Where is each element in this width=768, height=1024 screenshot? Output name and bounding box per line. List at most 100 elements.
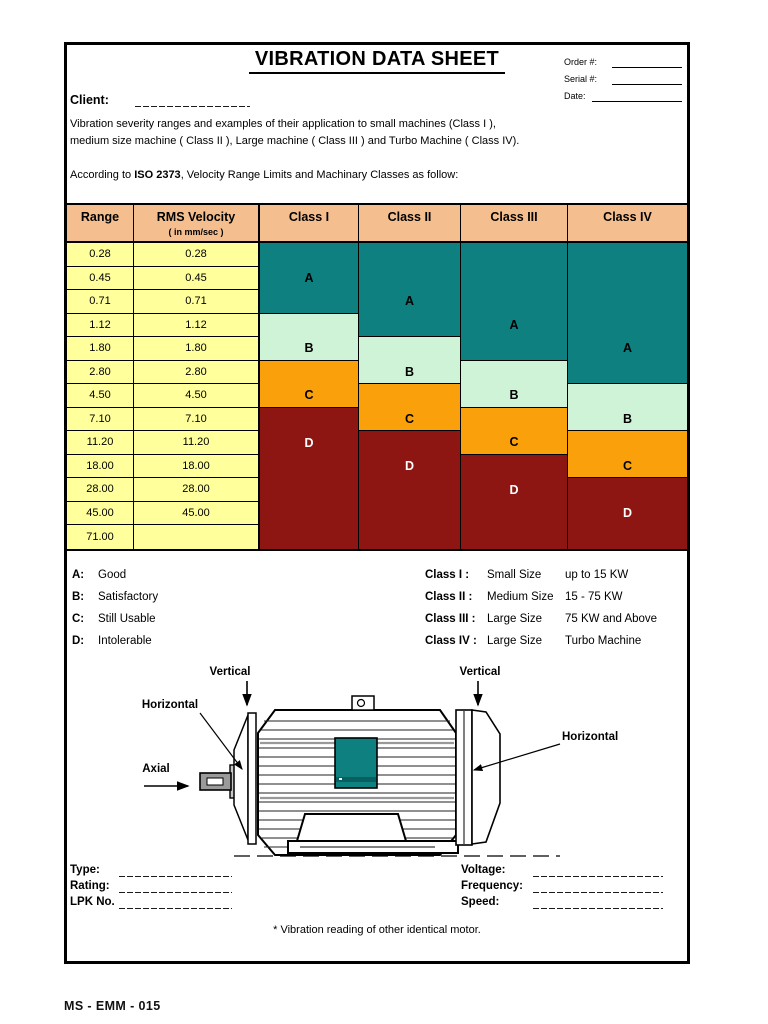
- zone-b-class-3: B: [461, 360, 568, 408]
- zone-c-class-4: C: [568, 431, 687, 478]
- zone-c-class-3: C: [461, 407, 568, 455]
- document-code: MS - EMM - 015: [64, 999, 161, 1013]
- speed-field[interactable]: [533, 897, 663, 909]
- zone-grade-label: C: [304, 388, 314, 402]
- range-cell: 0.71: [67, 290, 134, 314]
- speed-label: Speed:: [461, 896, 500, 908]
- class-legend-row-3: Class III : Large Size 75 KW and Above: [425, 613, 657, 635]
- motor-diagram: Vertical Horizontal Axial Vertical Horiz…: [130, 651, 660, 863]
- grade-key: A:: [72, 569, 85, 581]
- lpk-row: LPK No.: [70, 893, 232, 909]
- class-power: 15 - 75 KW: [565, 591, 623, 603]
- zone-grade-label: B: [404, 364, 415, 379]
- rms-cell: 0.71: [134, 290, 260, 314]
- rms-cell: 1.12: [134, 313, 260, 337]
- class-column-header-3: Class III: [461, 205, 568, 243]
- serial-label: Serial #:: [564, 74, 598, 84]
- type-label: Type:: [70, 864, 100, 876]
- zone-b-class-2: B: [359, 337, 461, 384]
- drive-end-flange: [233, 714, 249, 841]
- shaft-keyway: [206, 777, 224, 786]
- range-cell: 0.45: [67, 266, 134, 290]
- legend-row-b: B: Satisfactory: [72, 591, 158, 613]
- right-horizontal-arrow: [472, 743, 561, 772]
- grade-key: B:: [72, 591, 85, 603]
- zone-grade-label: B: [509, 388, 519, 402]
- voltage-row: Voltage:: [461, 861, 663, 877]
- zone-grade-label: D: [622, 506, 633, 521]
- zone-grade-label: A: [304, 270, 314, 285]
- voltage-label: Voltage:: [461, 864, 506, 876]
- rms-header-text: RMS Velocity: [156, 210, 236, 224]
- zone-a-class-1: A: [260, 243, 359, 314]
- document-page: VIBRATION DATA SHEET Order #: Serial #: …: [64, 42, 690, 964]
- iso-suffix: , Velocity Range Limits and Machinary Cl…: [180, 169, 459, 181]
- zone-b-class-4: B: [568, 384, 687, 431]
- grade-text: Intolerable: [98, 635, 152, 647]
- rms-velocity-column-header: RMS Velocity ( in mm/sec ): [134, 205, 260, 243]
- lpk-no-field[interactable]: [119, 897, 232, 909]
- class-label: Class III :: [425, 613, 476, 625]
- rms-cell: [134, 525, 260, 549]
- footnote: * Vibration reading of other identical m…: [273, 924, 481, 936]
- grade-legend: A: Good B: Satisfactory C: Still Usable …: [72, 569, 158, 657]
- speed-row: Speed:: [461, 893, 663, 909]
- rms-unit-text: ( in mm/sec ): [168, 227, 224, 237]
- right-vertical-label: Vertical: [460, 666, 501, 678]
- zone-grade-label: A: [404, 294, 415, 309]
- iso-prefix: According to: [70, 169, 135, 181]
- rms-cell: 0.28: [134, 243, 260, 267]
- client-label: Client:: [70, 93, 109, 107]
- zone-a-class-3: A: [461, 243, 568, 361]
- frequency-row: Frequency:: [461, 877, 663, 893]
- rating-field[interactable]: [119, 881, 232, 893]
- range-cell: 7.10: [67, 407, 134, 431]
- motor-svg: Vertical Horizontal Axial Vertical Horiz…: [142, 666, 618, 857]
- range-cell: 71.00: [67, 525, 134, 549]
- grade-text: Good: [98, 569, 127, 581]
- frequency-label: Frequency:: [461, 880, 523, 892]
- motor-fields-left: Type: Rating: LPK No.: [70, 861, 232, 909]
- rms-cell: 7.10: [134, 407, 260, 431]
- zone-grade-label: C: [404, 411, 415, 426]
- grade-key: C:: [72, 613, 85, 625]
- date-label: Date:: [564, 91, 586, 101]
- voltage-field[interactable]: [533, 865, 663, 877]
- legend-row-c: C: Still Usable: [72, 613, 158, 635]
- zone-grade-label: D: [509, 482, 519, 497]
- zone-d-class-2: D: [359, 431, 461, 549]
- class-legend-row-1: Class I : Small Size up to 15 KW: [425, 569, 657, 591]
- zone-d-class-1: D: [260, 407, 359, 549]
- date-field[interactable]: [592, 91, 682, 102]
- class-label: Class I :: [425, 569, 470, 581]
- zone-grade-label: D: [404, 459, 415, 474]
- zone-d-class-4: D: [568, 478, 687, 549]
- rms-cell: 28.00: [134, 478, 260, 502]
- range-column-header: Range: [67, 205, 134, 243]
- range-cell: 4.50: [67, 384, 134, 408]
- range-cell: 11.20: [67, 431, 134, 455]
- grade-text: Satisfactory: [98, 591, 159, 603]
- class-legend-row-4: Class IV : Large Size Turbo Machine: [425, 635, 657, 657]
- client-field[interactable]: [135, 94, 250, 107]
- type-field[interactable]: [119, 865, 232, 877]
- class-legend: Class I : Small Size up to 15 KW Class I…: [425, 569, 657, 657]
- class-column-header-2: Class II: [359, 205, 461, 243]
- serial-number-field[interactable]: [612, 74, 682, 85]
- frequency-field[interactable]: [533, 881, 663, 893]
- rating-label: Rating:: [70, 880, 110, 892]
- grade-text: Still Usable: [98, 613, 156, 625]
- zone-a-class-4: A: [568, 243, 687, 384]
- rms-cell: 18.00: [134, 454, 260, 478]
- range-cell: 0.28: [67, 243, 134, 267]
- drive-end-plate: [247, 712, 257, 845]
- date-row: Date:: [564, 85, 682, 102]
- title-wrap: VIBRATION DATA SHEET: [67, 48, 687, 74]
- rms-cell: 1.80: [134, 337, 260, 361]
- order-row: Order #:: [564, 51, 682, 68]
- order-number-field[interactable]: [612, 57, 682, 68]
- page-title: VIBRATION DATA SHEET: [248, 48, 506, 74]
- lpk-no-label: LPK No.: [70, 896, 115, 908]
- zone-grade-label: C: [622, 458, 633, 473]
